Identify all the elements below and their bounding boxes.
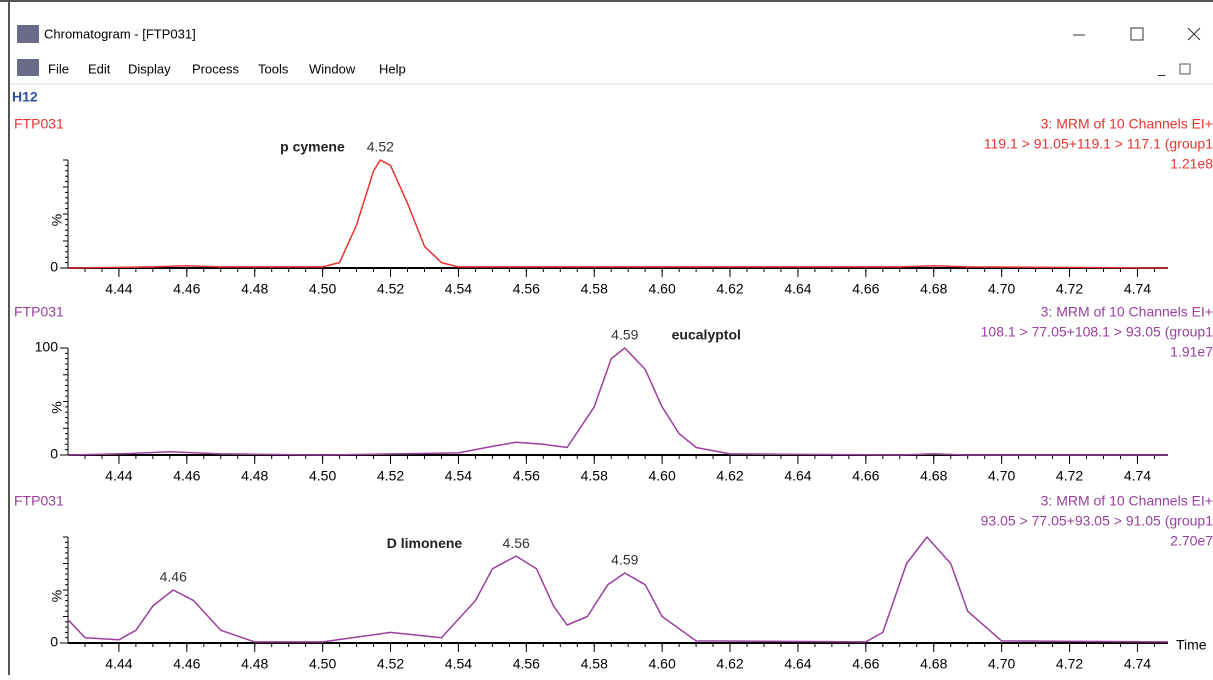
y-tick-label: 0 [50, 259, 58, 275]
x-tick-label: 4.50 [309, 468, 336, 484]
menu-item[interactable]: Window [309, 61, 356, 76]
x-tick-label: 4.56 [513, 656, 540, 672]
menu-item[interactable]: Process [192, 61, 239, 76]
sample-label: FTP031 [14, 116, 64, 132]
x-tick-label: 4.72 [1056, 468, 1083, 484]
channel-info: 93.05 > 77.05+93.05 > 91.05 (group1 [981, 513, 1213, 529]
x-tick-label: 4.58 [581, 656, 608, 672]
mdi-restore[interactable] [1179, 63, 1191, 75]
peak-label: 4.59 [611, 327, 638, 343]
x-tick-label: 4.50 [309, 656, 336, 672]
x-tick-label: 4.58 [581, 468, 608, 484]
x-tick-label: 4.70 [988, 468, 1015, 484]
x-tick-label: 4.60 [649, 656, 676, 672]
x-tick-label: 4.64 [784, 656, 811, 672]
y-axis-label: % [49, 401, 65, 413]
menu-item[interactable]: Help [379, 61, 406, 76]
x-tick-label: 4.64 [784, 281, 811, 297]
channel-info: 3: MRM of 10 Channels EI+ [1041, 116, 1213, 132]
menu-item[interactable]: Edit [88, 61, 111, 76]
x-tick-label: 4.56 [513, 468, 540, 484]
x-tick-label: 4.62 [716, 281, 743, 297]
sample-label: FTP031 [14, 304, 64, 320]
x-tick-label: 4.66 [852, 281, 879, 297]
x-tick-label: 4.54 [445, 656, 472, 672]
x-tick-label: 4.62 [716, 656, 743, 672]
trace [67, 347, 1168, 456]
x-tick-label: 4.48 [241, 281, 268, 297]
x-tick-label: 4.56 [513, 281, 540, 297]
channel-info: 2.70e7 [1170, 533, 1213, 549]
compound-label: D limonene [387, 535, 463, 551]
channel-info: 3: MRM of 10 Channels EI+ [1041, 304, 1213, 320]
x-tick-label: 4.60 [649, 468, 676, 484]
sample-label: FTP031 [14, 493, 64, 509]
x-tick-label: 4.74 [1124, 281, 1151, 297]
x-tick-label: 4.74 [1124, 468, 1151, 484]
x-tick-label: 4.48 [241, 468, 268, 484]
y-axis-label: % [49, 214, 65, 226]
peak-label: 4.56 [503, 535, 530, 551]
y-tick-label: 0 [50, 446, 58, 462]
y-axis-label: % [49, 590, 65, 602]
x-tick-label: 4.44 [105, 281, 132, 297]
x-tick-label: 4.46 [173, 281, 200, 297]
trace [67, 159, 1169, 269]
peak-label: 4.46 [160, 569, 187, 585]
channel-info: 1.91e7 [1170, 344, 1213, 360]
x-tick-label: 4.46 [173, 468, 200, 484]
x-tick-label: 4.64 [784, 468, 811, 484]
x-tick-label: 4.58 [581, 281, 608, 297]
x-tick-label: 4.48 [241, 656, 268, 672]
x-tick-label: 4.66 [852, 468, 879, 484]
x-tick-label: 4.52 [377, 468, 404, 484]
plate-label: H12 [12, 89, 38, 105]
channel-info: 119.1 > 91.05+119.1 > 117.1 (group1 [984, 136, 1213, 152]
channel-info: 1.21e8 [1170, 156, 1213, 172]
menu-item[interactable]: Display [128, 61, 171, 76]
x-tick-label: 4.52 [377, 281, 404, 297]
x-tick-label: 4.62 [716, 468, 743, 484]
compound-label: eucalyptol [672, 327, 741, 343]
compound-label: p cymene [280, 139, 345, 155]
mdi-min[interactable]: _ [1157, 61, 1166, 76]
x-tick-label: 4.54 [445, 281, 472, 297]
x-tick-label: 4.60 [649, 281, 676, 297]
channel-info: 3: MRM of 10 Channels EI+ [1041, 493, 1213, 509]
window-title: Chromatogram - [FTP031] [44, 26, 196, 41]
frame [8, 0, 10, 675]
x-tick-label: 4.68 [920, 656, 947, 672]
app-icon [17, 25, 39, 43]
x-tick-label: 4.74 [1124, 656, 1151, 672]
peak-label: 4.59 [611, 552, 638, 568]
peak-label: 4.52 [367, 139, 394, 155]
trace [67, 536, 1169, 643]
maximize-button[interactable] [1130, 27, 1144, 41]
x-axis-label: Time [1176, 637, 1207, 653]
y-tick-label: 0 [50, 634, 58, 650]
x-tick-label: 4.72 [1056, 281, 1083, 297]
x-tick-label: 4.50 [309, 281, 336, 297]
frame [0, 0, 1213, 2]
x-tick-label: 4.66 [852, 656, 879, 672]
menu-icon [17, 59, 39, 76]
menu-item[interactable]: Tools [258, 61, 289, 76]
y-tick-label: 100 [35, 339, 59, 355]
x-tick-label: 4.44 [105, 656, 132, 672]
x-tick-label: 4.68 [920, 468, 947, 484]
x-tick-label: 4.68 [920, 281, 947, 297]
x-tick-label: 4.44 [105, 468, 132, 484]
x-tick-label: 4.70 [988, 281, 1015, 297]
x-tick-label: 4.52 [377, 656, 404, 672]
x-tick-label: 4.72 [1056, 656, 1083, 672]
close-button[interactable] [1187, 27, 1201, 41]
x-tick-label: 4.46 [173, 656, 200, 672]
menu-item[interactable]: File [48, 61, 69, 76]
x-tick-label: 4.70 [988, 656, 1015, 672]
channel-info: 108.1 > 77.05+108.1 > 93.05 (group1 [981, 324, 1213, 340]
x-tick-label: 4.54 [445, 468, 472, 484]
